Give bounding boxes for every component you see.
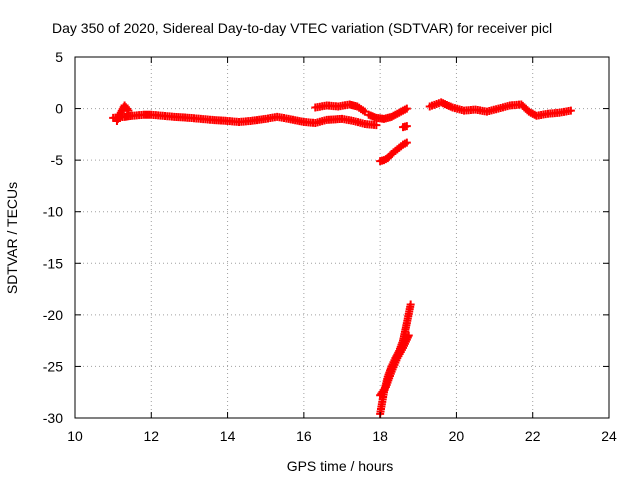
- data-point: [406, 300, 415, 309]
- plot-frame: [74, 56, 610, 419]
- data-point: [124, 106, 133, 115]
- data-point: [402, 122, 411, 131]
- x-tick-label: 12: [143, 428, 159, 444]
- data-point: [372, 121, 381, 130]
- data-point: [566, 106, 575, 115]
- x-axis-label: GPS time / hours: [287, 458, 394, 474]
- y-tick-label: -10: [43, 204, 63, 220]
- chart-title: Day 350 of 2020, Sidereal Day-to-day VTE…: [52, 20, 552, 36]
- data-point: [402, 104, 411, 113]
- x-tick-label: 14: [220, 428, 236, 444]
- x-tick-label: 16: [296, 428, 312, 444]
- x-tick-label: 20: [449, 428, 465, 444]
- y-tick-label: 5: [55, 49, 63, 65]
- data-point: [404, 331, 413, 340]
- x-tick-label: 18: [372, 428, 388, 444]
- y-tick-label: -30: [43, 410, 63, 426]
- data-point: [402, 138, 411, 147]
- y-tick-label: -25: [43, 358, 63, 374]
- y-tick-label: -5: [51, 152, 64, 168]
- y-tick-label: -20: [43, 307, 63, 323]
- y-axis-label: SDTVAR / TECUs: [4, 182, 20, 294]
- axis-ticks: 10 12 14 16 18 20 22 24 5 0 -5 -10 -15 -20 -25 -30: [43, 49, 617, 444]
- y-tick-label: -15: [43, 255, 63, 271]
- data-points: [109, 98, 575, 418]
- x-tick-label: 10: [67, 428, 83, 444]
- x-tick-label: 24: [601, 428, 617, 444]
- x-tick-label: 22: [525, 428, 541, 444]
- y-tick-label: 0: [55, 101, 63, 117]
